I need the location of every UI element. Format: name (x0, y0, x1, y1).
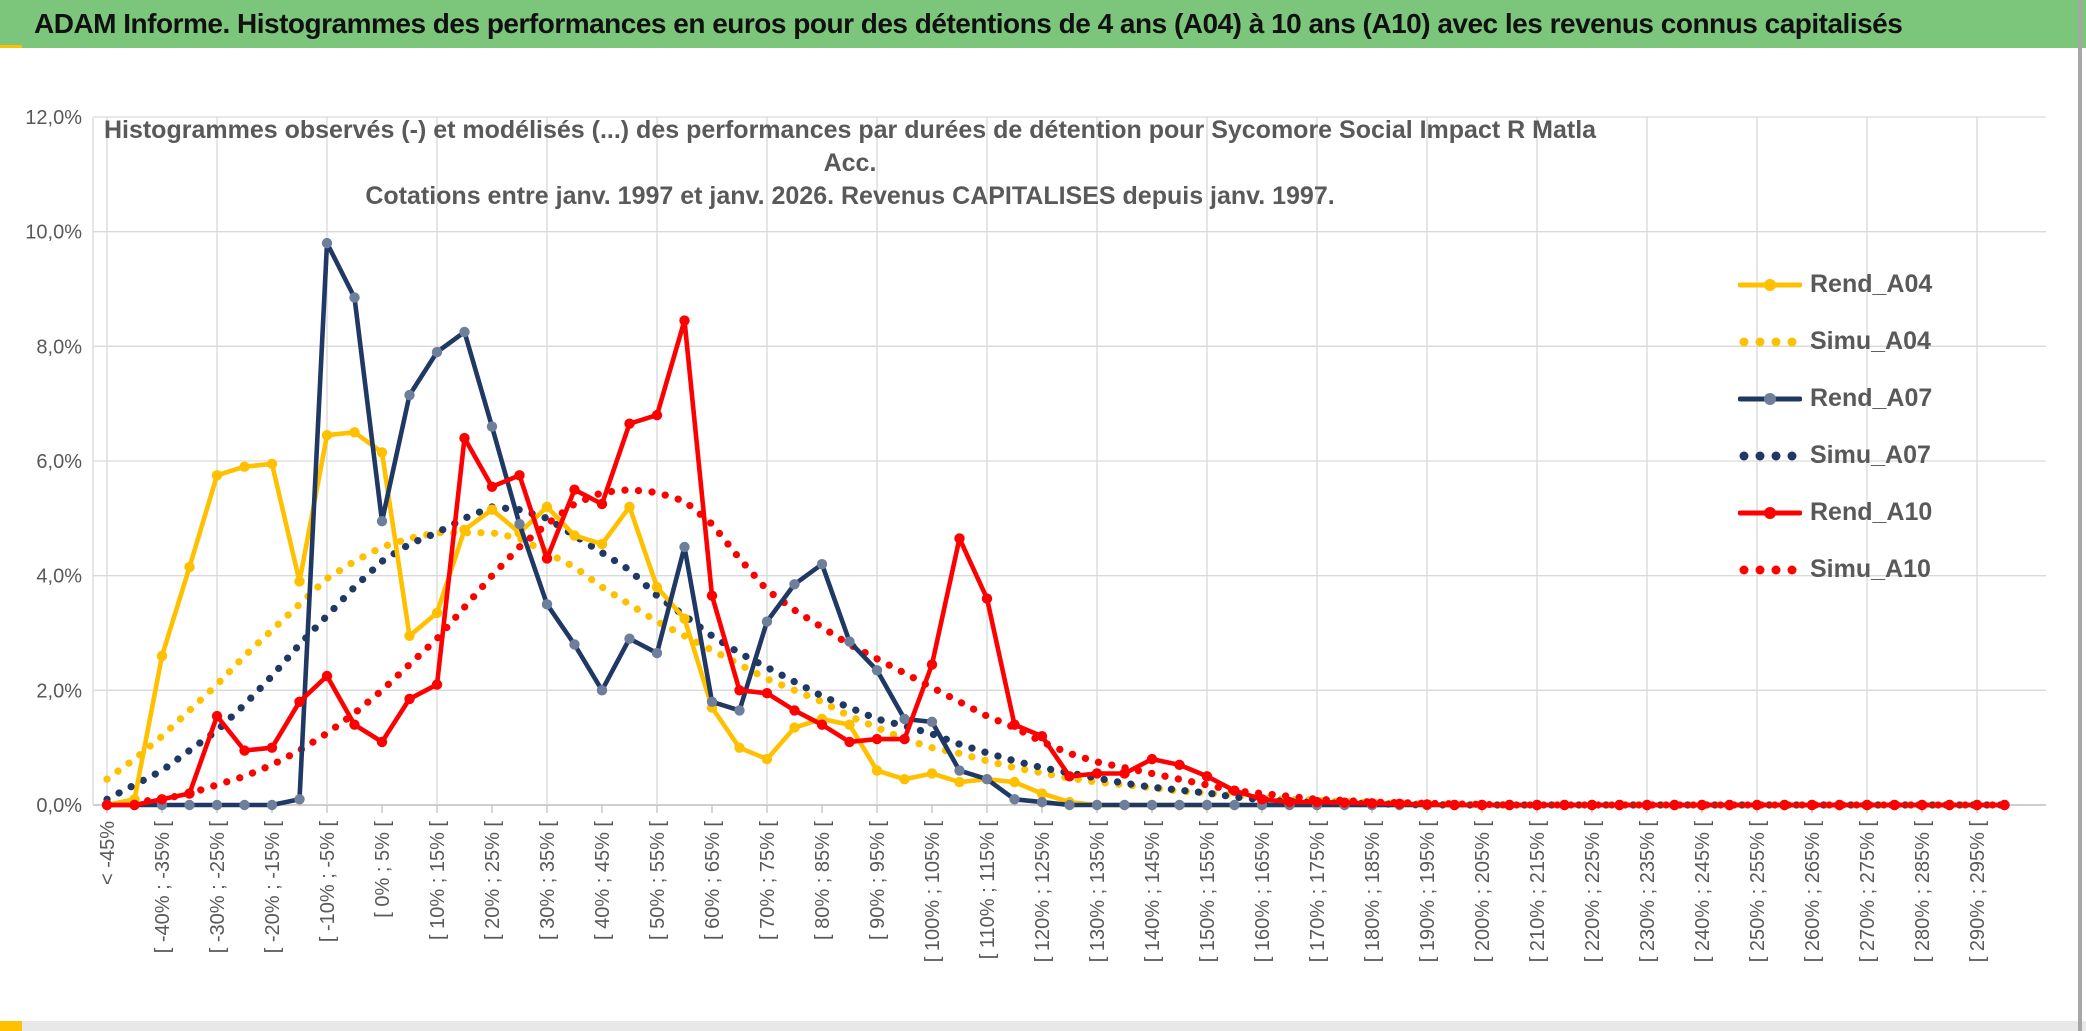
svg-text:[ 130% ; 135% [: [ 130% ; 135% [ (1087, 821, 1109, 963)
banner-title: ADAM Informe. Histogrammes des performan… (34, 8, 1903, 39)
legend-label: Rend_A07 (1810, 384, 1933, 412)
svg-text:[ -30% ; -25% [: [ -30% ; -25% [ (207, 821, 229, 954)
svg-text:[ 0% ; 5% [: [ 0% ; 5% [ (372, 821, 394, 918)
svg-text:2,0%: 2,0% (36, 680, 82, 702)
legend-label: Rend_A10 (1810, 498, 1933, 526)
svg-text:[ 40% ; 45% [: [ 40% ; 45% [ (592, 821, 614, 940)
legend-item-simu-a04[interactable]: Simu_A04 (1738, 313, 1932, 370)
svg-text:[ 150% ; 155% [: [ 150% ; 155% [ (1197, 821, 1219, 963)
legend-swatch-dotted-icon (1739, 565, 1797, 574)
svg-text:< -45%: < -45% (97, 821, 119, 885)
svg-text:[ 190% ; 195% [: [ 190% ; 195% [ (1417, 821, 1439, 963)
svg-text:[ -20% ; -15% [: [ -20% ; -15% [ (262, 821, 284, 954)
svg-text:8,0%: 8,0% (36, 336, 82, 358)
svg-text:0,0%: 0,0% (36, 795, 82, 817)
svg-text:[ 170% ; 175% [: [ 170% ; 175% [ (1307, 821, 1329, 963)
legend-swatch-dotted-icon (1739, 451, 1797, 460)
legend-swatch-solid-icon (1738, 506, 1802, 519)
svg-text:[ 240% ; 245% [: [ 240% ; 245% [ (1692, 821, 1714, 963)
legend-item-simu-a10[interactable]: Simu_A10 (1738, 541, 1932, 598)
svg-text:[ 230% ; 235% [: [ 230% ; 235% [ (1637, 821, 1659, 963)
svg-text:[ 280% ; 285% [: [ 280% ; 285% [ (1912, 821, 1934, 963)
svg-text:[ 20% ; 25% [: [ 20% ; 25% [ (482, 821, 504, 940)
legend-item-rend-a10[interactable]: Rend_A10 (1738, 484, 1932, 541)
chart-legend: Rend_A04 Simu_A04 Rend_A07 Simu_A07 Rend… (1738, 256, 1932, 598)
svg-text:[ 270% ; 275% [: [ 270% ; 275% [ (1857, 821, 1879, 963)
svg-text:[ 200% ; 205% [: [ 200% ; 205% [ (1472, 821, 1494, 963)
svg-text:[ 140% ; 145% [: [ 140% ; 145% [ (1142, 821, 1164, 963)
svg-text:[ -40% ; -35% [: [ -40% ; -35% [ (152, 821, 174, 954)
legend-label: Simu_A04 (1810, 327, 1931, 355)
svg-text:[ 180% ; 185% [: [ 180% ; 185% [ (1362, 821, 1384, 963)
chart-area[interactable]: Histogrammes observés (-) et modélisés (… (0, 48, 2078, 1021)
legend-item-rend-a07[interactable]: Rend_A07 (1738, 370, 1932, 427)
histogram-plot: 0,0% 2,0% 4,0% 6,0% 8,0% 10,0% 12,0% < -45% [ -4… (25, 107, 2046, 963)
svg-text:[ 80% ; 85% [: [ 80% ; 85% [ (812, 821, 834, 940)
svg-text:[ 250% ; 255% [: [ 250% ; 255% [ (1747, 821, 1769, 963)
svg-text:[ 10% ; 15% [: [ 10% ; 15% [ (427, 821, 449, 940)
svg-text:[ 290% ; 295% [: [ 290% ; 295% [ (1967, 821, 1989, 963)
svg-text:12,0%: 12,0% (25, 107, 82, 129)
chart-title-line1: Histogrammes observés (-) et modélisés (… (103, 116, 1597, 177)
chart-title: Histogrammes observés (-) et modélisés (… (100, 114, 1600, 213)
svg-text:[ 30% ; 35% [: [ 30% ; 35% [ (537, 821, 559, 940)
svg-text:[ 160% ; 165% [: [ 160% ; 165% [ (1252, 821, 1274, 963)
bottom-strip-gold-accent (0, 1021, 22, 1031)
svg-text:[ 260% ; 265% [: [ 260% ; 265% [ (1802, 821, 1824, 963)
legend-label: Rend_A04 (1810, 270, 1933, 298)
svg-text:[ 210% ; 215% [: [ 210% ; 215% [ (1527, 821, 1549, 963)
svg-text:[ 60% ; 65% [: [ 60% ; 65% [ (702, 821, 724, 940)
legend-swatch-solid-icon (1738, 278, 1802, 291)
legend-label: Simu_A07 (1810, 441, 1931, 469)
legend-label: Simu_A10 (1810, 555, 1931, 583)
chart-title-line2: Cotations entre janv. 1997 et janv. 2026… (365, 182, 1335, 210)
bottom-scroll-strip[interactable] (0, 1021, 2086, 1031)
legend-swatch-dotted-icon (1739, 337, 1797, 346)
svg-text:[ 120% ; 125% [: [ 120% ; 125% [ (1032, 821, 1054, 963)
svg-text:[ 110% ; 115% [: [ 110% ; 115% [ (977, 821, 999, 960)
svg-text:[ -10% ; -5% [: [ -10% ; -5% [ (317, 821, 339, 943)
svg-text:4,0%: 4,0% (36, 566, 82, 588)
svg-text:[ 70% ; 75% [: [ 70% ; 75% [ (757, 821, 779, 940)
svg-text:[ 220% ; 225% [: [ 220% ; 225% [ (1582, 821, 1604, 963)
window-right-border (2078, 0, 2082, 1031)
svg-text:10,0%: 10,0% (25, 222, 82, 244)
svg-text:6,0%: 6,0% (36, 451, 82, 473)
svg-text:[ 100% ; 105% [: [ 100% ; 105% [ (922, 821, 944, 963)
svg-text:[ 90% ; 95% [: [ 90% ; 95% [ (867, 821, 889, 940)
svg-text:[ 50% ; 55% [: [ 50% ; 55% [ (647, 821, 669, 940)
title-banner: ADAM Informe. Histogrammes des performan… (0, 0, 2086, 48)
legend-swatch-solid-icon (1738, 392, 1802, 405)
legend-item-simu-a07[interactable]: Simu_A07 (1738, 427, 1932, 484)
legend-item-rend-a04[interactable]: Rend_A04 (1738, 256, 1932, 313)
